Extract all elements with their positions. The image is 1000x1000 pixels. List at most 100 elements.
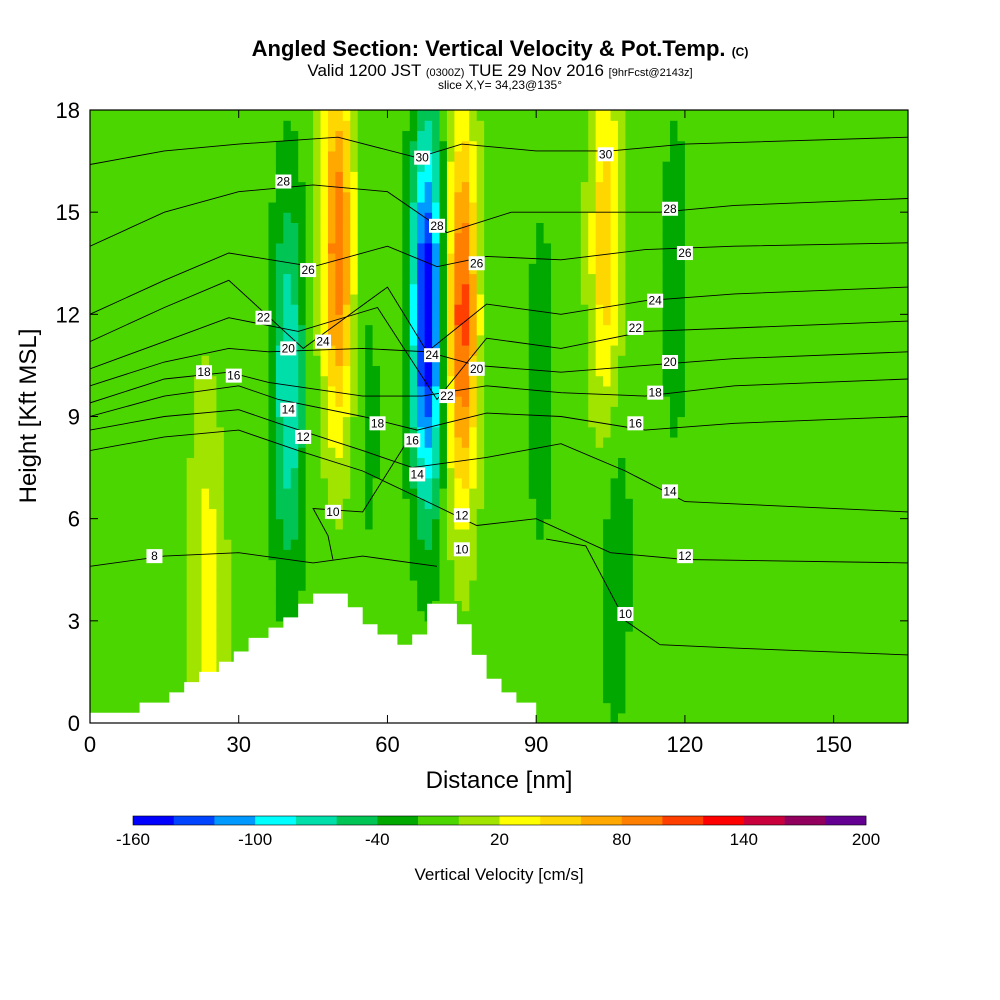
velocity-cell bbox=[350, 477, 359, 489]
velocity-cell bbox=[216, 467, 225, 479]
velocity-cell bbox=[454, 273, 463, 285]
velocity-cell bbox=[119, 702, 128, 714]
velocity-cell bbox=[231, 579, 240, 591]
velocity-cell bbox=[595, 682, 604, 693]
velocity-cell bbox=[476, 283, 485, 295]
velocity-cell bbox=[513, 518, 522, 530]
velocity-cell bbox=[164, 344, 173, 356]
velocity-cell bbox=[208, 273, 218, 285]
velocity-cell bbox=[357, 436, 366, 448]
velocity-cell bbox=[261, 222, 270, 234]
velocity-cell bbox=[536, 181, 545, 193]
velocity-cell bbox=[283, 334, 292, 346]
velocity-cell bbox=[171, 467, 180, 479]
velocity-cell bbox=[246, 406, 255, 418]
velocity-cell bbox=[208, 161, 218, 172]
velocity-cell bbox=[320, 324, 329, 336]
velocity-cell bbox=[335, 579, 344, 591]
velocity-cell bbox=[409, 569, 418, 581]
velocity-cell bbox=[253, 304, 262, 315]
velocity-cell bbox=[588, 242, 597, 254]
velocity-cell bbox=[119, 273, 128, 285]
velocity-cell bbox=[164, 600, 173, 612]
velocity-cell bbox=[327, 559, 336, 571]
velocity-cell bbox=[565, 222, 574, 234]
velocity-cell bbox=[290, 263, 299, 275]
velocity-cell bbox=[238, 365, 247, 377]
velocity-cell bbox=[536, 477, 545, 489]
velocity-cell bbox=[476, 181, 485, 193]
velocity-cell bbox=[484, 620, 493, 632]
velocity-cell bbox=[655, 375, 664, 387]
velocity-cell bbox=[290, 498, 299, 510]
velocity-cell bbox=[677, 426, 686, 438]
velocity-cell bbox=[454, 334, 463, 346]
velocity-cell bbox=[372, 375, 381, 387]
velocity-cell bbox=[119, 253, 128, 264]
velocity-cell bbox=[699, 631, 708, 642]
velocity-cell bbox=[231, 549, 240, 561]
velocity-cell bbox=[491, 232, 500, 244]
velocity-cell bbox=[439, 253, 448, 264]
velocity-cell bbox=[640, 406, 649, 418]
velocity-cell bbox=[424, 528, 433, 540]
velocity-cell bbox=[342, 293, 351, 305]
velocity-cell bbox=[424, 314, 433, 326]
velocity-cell bbox=[677, 222, 686, 234]
velocity-cell bbox=[647, 569, 656, 581]
velocity-cell bbox=[632, 539, 641, 550]
velocity-cell bbox=[365, 590, 374, 601]
velocity-cell bbox=[261, 212, 270, 223]
velocity-cell bbox=[394, 324, 403, 336]
velocity-cell bbox=[677, 232, 686, 244]
velocity-cell bbox=[171, 314, 180, 326]
velocity-cell bbox=[491, 385, 500, 397]
velocity-cell bbox=[439, 191, 448, 203]
velocity-cell bbox=[655, 120, 664, 132]
velocity-cell bbox=[432, 579, 441, 591]
velocity-cell bbox=[625, 692, 634, 704]
velocity-cell bbox=[320, 396, 329, 407]
velocity-cell bbox=[327, 365, 336, 377]
velocity-cell bbox=[632, 406, 641, 418]
velocity-cell bbox=[543, 201, 552, 213]
velocity-cell bbox=[127, 283, 136, 295]
velocity-cell bbox=[90, 283, 99, 295]
velocity-cell bbox=[484, 651, 493, 663]
velocity-cell bbox=[216, 293, 225, 305]
velocity-cell bbox=[506, 201, 515, 213]
velocity-cell bbox=[588, 212, 597, 223]
velocity-cell bbox=[171, 447, 180, 458]
velocity-cell bbox=[573, 375, 582, 387]
velocity-cell bbox=[134, 549, 143, 561]
velocity-cell bbox=[684, 140, 693, 152]
velocity-cell bbox=[223, 610, 232, 622]
velocity-cell bbox=[409, 283, 418, 295]
velocity-cell bbox=[454, 416, 463, 428]
velocity-cell bbox=[156, 161, 165, 172]
velocity-cell bbox=[305, 396, 314, 407]
velocity-cell bbox=[662, 692, 671, 704]
velocity-cell bbox=[707, 661, 716, 673]
velocity-cell bbox=[402, 293, 411, 305]
velocity-cell bbox=[625, 191, 634, 203]
velocity-cell bbox=[119, 222, 128, 234]
velocity-cell bbox=[238, 283, 247, 295]
velocity-cell bbox=[558, 314, 567, 326]
velocity-cell bbox=[119, 365, 128, 377]
velocity-cell bbox=[387, 467, 396, 479]
velocity-cell bbox=[238, 457, 247, 469]
velocity-cell bbox=[313, 191, 322, 203]
velocity-cell bbox=[394, 467, 403, 479]
velocity-cell bbox=[253, 620, 262, 632]
velocity-cell bbox=[268, 181, 277, 193]
velocity-cell bbox=[201, 488, 210, 499]
velocity-cell bbox=[350, 222, 359, 234]
velocity-cell bbox=[513, 273, 522, 285]
velocity-cell bbox=[417, 314, 426, 326]
velocity-cell bbox=[156, 508, 165, 520]
velocity-cell bbox=[692, 610, 701, 622]
velocity-cell bbox=[632, 212, 641, 223]
velocity-cell bbox=[394, 396, 403, 407]
velocity-cell bbox=[335, 396, 344, 407]
